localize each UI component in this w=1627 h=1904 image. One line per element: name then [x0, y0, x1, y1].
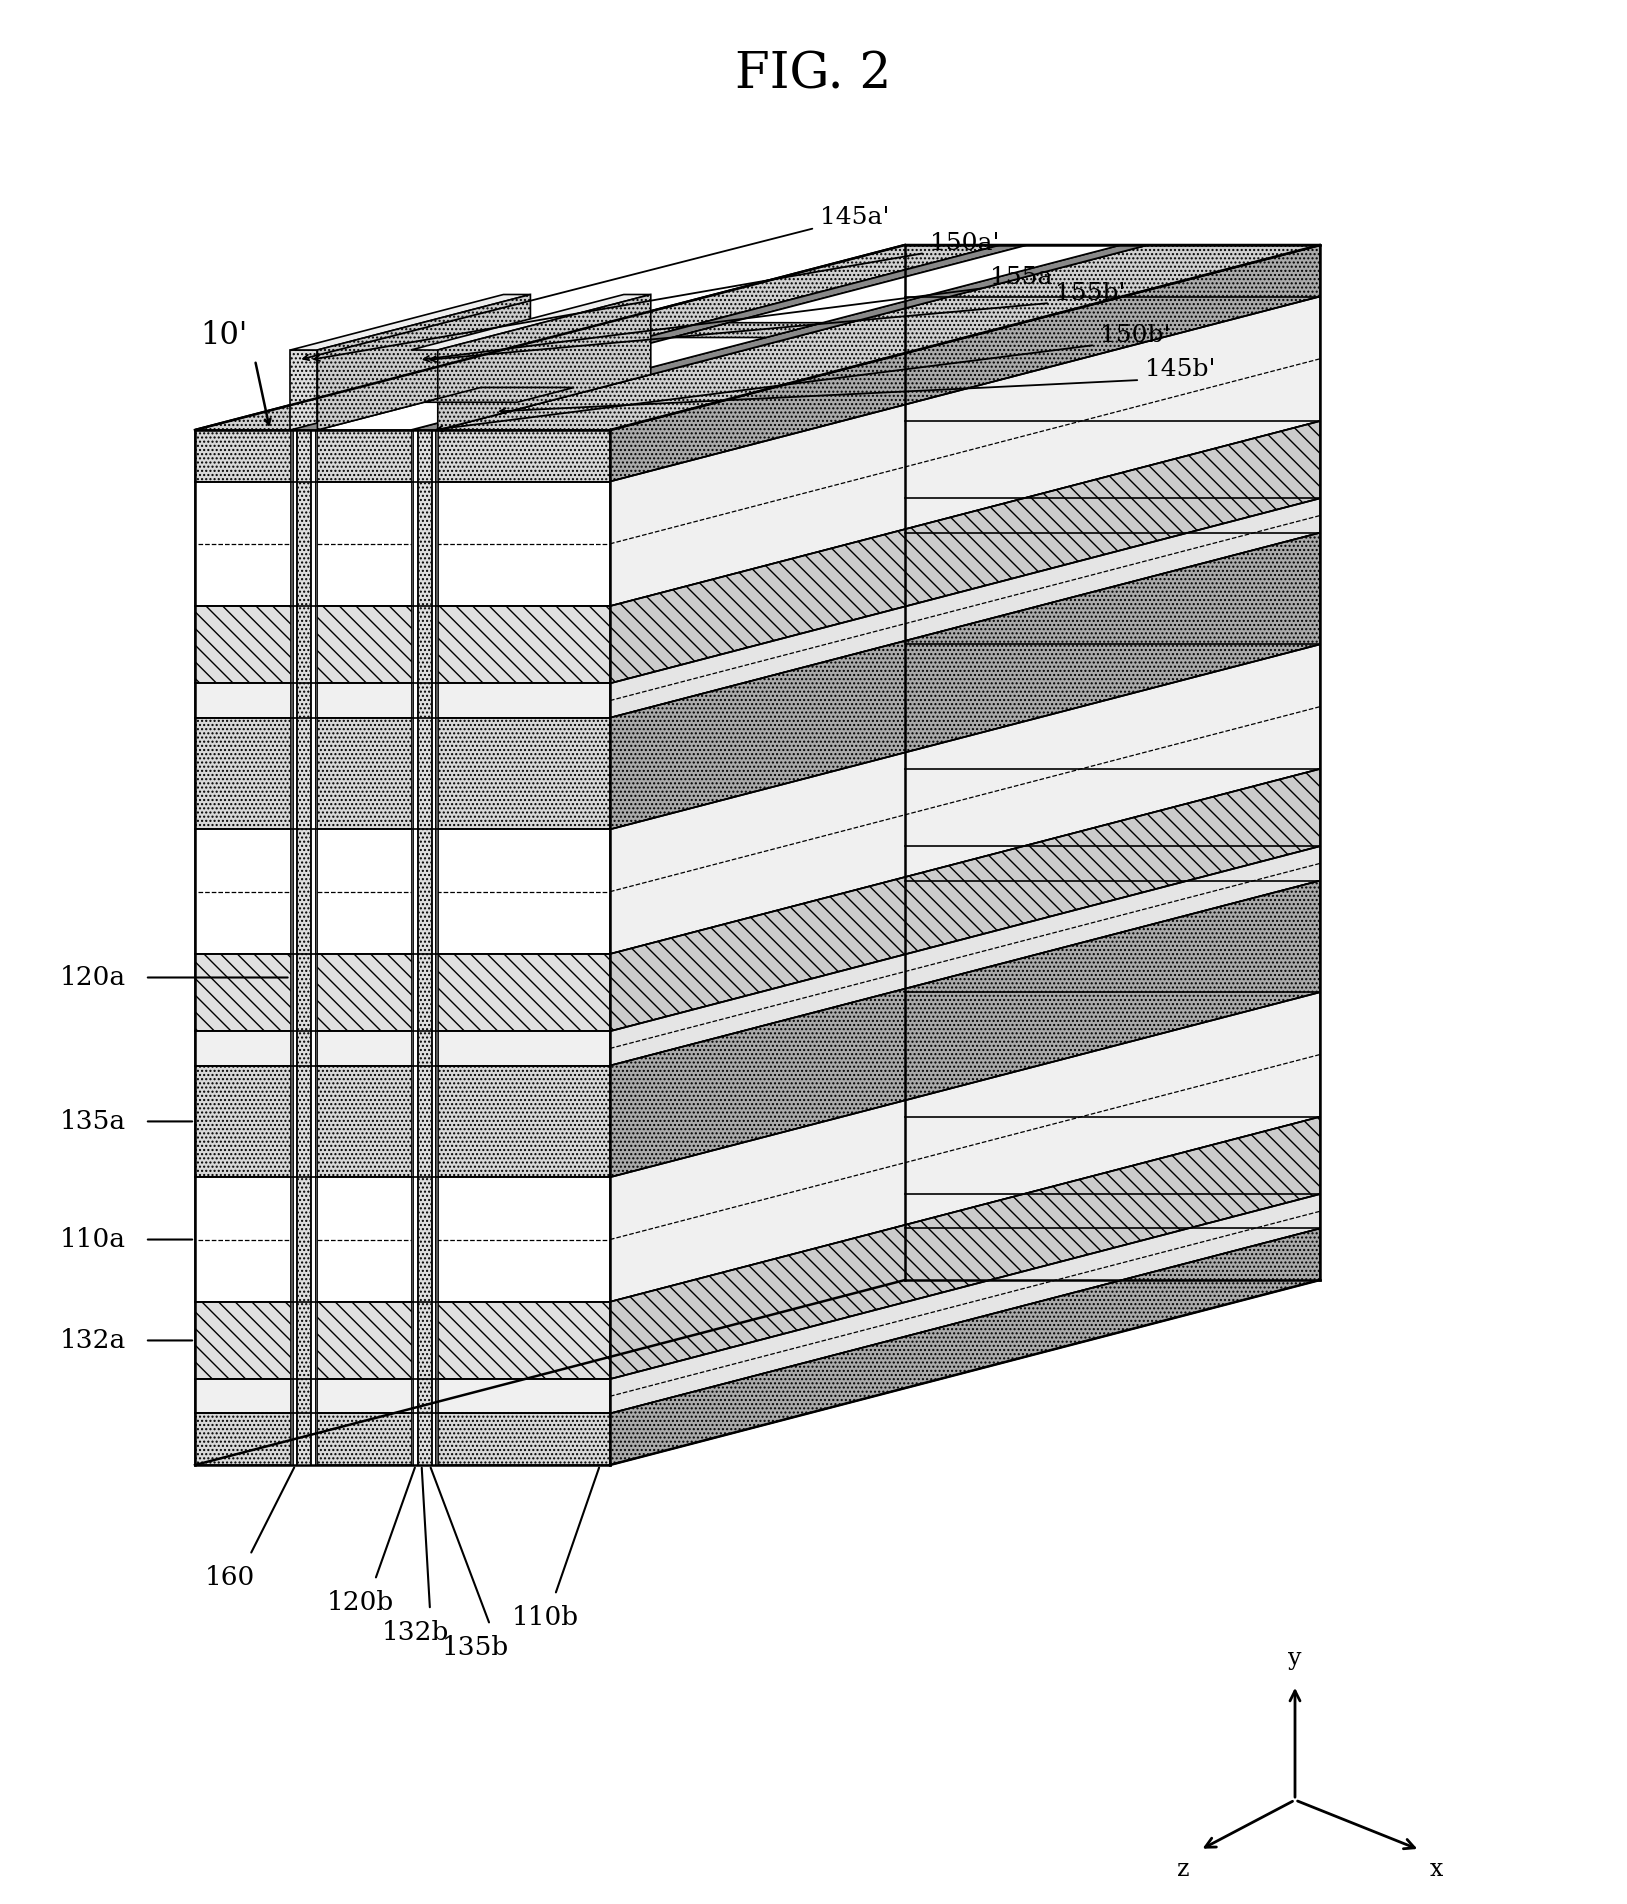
Polygon shape — [195, 482, 610, 605]
Polygon shape — [438, 295, 651, 430]
Polygon shape — [672, 322, 823, 337]
Text: 132b: 132b — [381, 1620, 449, 1645]
Polygon shape — [410, 430, 413, 1464]
Polygon shape — [195, 1413, 610, 1464]
Polygon shape — [610, 1194, 1319, 1413]
Polygon shape — [410, 246, 1147, 430]
Polygon shape — [610, 769, 1319, 1032]
Polygon shape — [195, 684, 610, 718]
Polygon shape — [291, 295, 530, 350]
Polygon shape — [293, 430, 296, 1464]
Text: 110a: 110a — [60, 1226, 125, 1253]
Text: z: z — [1178, 1858, 1189, 1881]
Polygon shape — [610, 882, 1319, 1177]
Polygon shape — [195, 246, 1319, 430]
Text: x: x — [1430, 1858, 1443, 1881]
Polygon shape — [438, 246, 1319, 430]
Text: 120b: 120b — [327, 1590, 394, 1615]
Polygon shape — [610, 644, 1319, 954]
Text: 160: 160 — [205, 1565, 255, 1590]
Text: y: y — [1289, 1647, 1302, 1670]
Text: FIG. 2: FIG. 2 — [735, 50, 892, 99]
Text: 145a': 145a' — [820, 206, 890, 230]
Polygon shape — [195, 246, 1001, 430]
Polygon shape — [413, 430, 417, 1464]
Polygon shape — [195, 954, 610, 1032]
Polygon shape — [610, 421, 1319, 684]
Polygon shape — [610, 499, 1319, 718]
Polygon shape — [314, 430, 317, 1464]
Polygon shape — [311, 430, 314, 1464]
Polygon shape — [291, 246, 1027, 430]
Polygon shape — [291, 430, 293, 1464]
Polygon shape — [195, 1378, 610, 1413]
Text: 120a: 120a — [60, 965, 127, 990]
Text: 150b': 150b' — [1100, 324, 1170, 347]
Polygon shape — [610, 297, 1319, 605]
Polygon shape — [298, 430, 311, 1464]
Text: 145b': 145b' — [1145, 358, 1215, 381]
Text: 10': 10' — [200, 320, 247, 350]
Polygon shape — [610, 845, 1319, 1066]
Polygon shape — [610, 1228, 1319, 1464]
Polygon shape — [317, 295, 530, 430]
Polygon shape — [195, 1032, 610, 1066]
Polygon shape — [610, 533, 1319, 830]
Polygon shape — [291, 246, 1027, 430]
Polygon shape — [195, 1302, 610, 1378]
Polygon shape — [291, 350, 317, 430]
Polygon shape — [610, 246, 1319, 482]
Polygon shape — [317, 246, 1121, 430]
Polygon shape — [610, 1118, 1319, 1378]
Polygon shape — [195, 605, 610, 684]
Polygon shape — [410, 350, 438, 430]
Polygon shape — [195, 830, 610, 954]
Polygon shape — [195, 718, 610, 830]
Polygon shape — [195, 1066, 610, 1177]
Polygon shape — [425, 387, 574, 402]
Text: 135b: 135b — [441, 1636, 509, 1660]
Polygon shape — [410, 246, 1147, 430]
Polygon shape — [418, 430, 431, 1464]
Text: 155b': 155b' — [1054, 282, 1126, 305]
Text: 155a: 155a — [989, 267, 1053, 289]
Polygon shape — [317, 246, 1121, 430]
Polygon shape — [610, 992, 1319, 1302]
Text: 110b: 110b — [511, 1605, 579, 1630]
Polygon shape — [195, 1177, 610, 1302]
Polygon shape — [431, 430, 434, 1464]
Polygon shape — [434, 430, 438, 1464]
Polygon shape — [410, 295, 651, 350]
Polygon shape — [195, 430, 610, 482]
Text: 132a: 132a — [60, 1327, 127, 1354]
Text: 150a': 150a' — [931, 232, 999, 255]
Text: 135a: 135a — [60, 1108, 127, 1135]
